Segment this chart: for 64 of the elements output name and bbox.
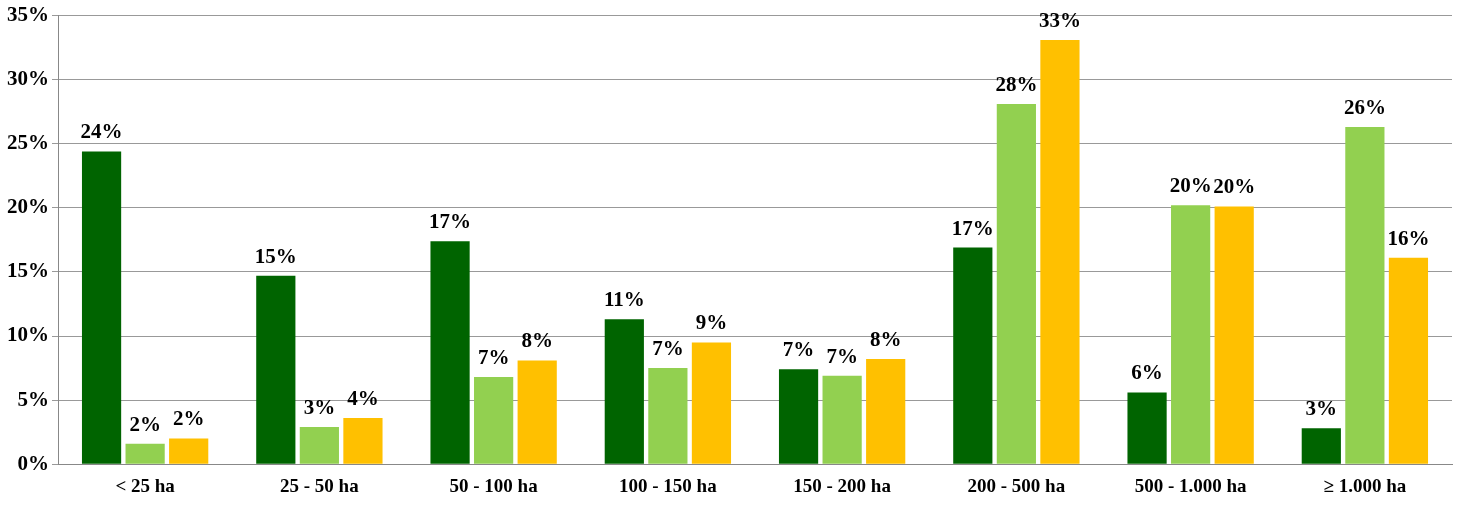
bar xyxy=(1301,428,1341,464)
x-tick-label: 500 - 1.000 ha xyxy=(1134,474,1248,496)
bar xyxy=(1127,392,1167,464)
bar xyxy=(996,104,1036,464)
bar xyxy=(648,368,688,464)
bar xyxy=(343,418,383,464)
data-label: 3% xyxy=(1305,396,1338,421)
data-label: 3% xyxy=(303,394,336,419)
bar xyxy=(430,241,470,464)
y-tick-label: 20% xyxy=(7,194,49,219)
bar xyxy=(1171,205,1211,464)
data-label: 15% xyxy=(254,243,297,268)
x-tick-label: < 25 ha xyxy=(115,474,176,496)
data-label: 11% xyxy=(603,287,645,312)
data-label: 7% xyxy=(782,337,815,362)
x-tick-label: 100 - 150 ha xyxy=(619,474,718,496)
data-label: 8% xyxy=(869,327,902,352)
bar xyxy=(299,427,339,464)
data-label: 7% xyxy=(826,343,858,368)
x-tick-label: 200 - 500 ha xyxy=(967,474,1066,496)
data-label: 2% xyxy=(172,406,205,431)
bar xyxy=(1388,257,1429,464)
y-tick-label: 15% xyxy=(7,258,49,283)
y-tick-label: 10% xyxy=(7,322,49,347)
y-tick-label: 5% xyxy=(17,386,49,411)
bar xyxy=(125,443,165,464)
y-tick-label: 30% xyxy=(7,66,49,91)
y-tick-label: 0% xyxy=(17,450,49,475)
bar xyxy=(1345,127,1385,464)
data-label: 26% xyxy=(1343,95,1386,120)
data-label: 4% xyxy=(347,385,379,410)
bar xyxy=(256,275,296,464)
bar xyxy=(604,319,644,464)
data-label: 33% xyxy=(1038,7,1081,32)
x-tick-label: 150 - 200 ha xyxy=(793,474,892,496)
data-label: 6% xyxy=(1131,360,1163,385)
data-label: 28% xyxy=(995,71,1038,96)
bar xyxy=(866,359,906,464)
data-label: 9% xyxy=(695,310,728,335)
y-tick-label: 35% xyxy=(7,2,49,27)
data-label: 2% xyxy=(129,411,161,436)
bar xyxy=(1040,39,1080,464)
bar xyxy=(1214,206,1254,464)
data-label: 8% xyxy=(521,328,553,353)
bar xyxy=(822,375,862,464)
x-tick-label: 25 - 50 ha xyxy=(280,474,360,496)
data-label: 16% xyxy=(1387,225,1430,250)
bar xyxy=(953,247,993,464)
data-label: 7% xyxy=(652,335,684,360)
data-label: 17% xyxy=(951,215,994,240)
data-label: 7% xyxy=(477,344,510,369)
bar xyxy=(778,369,819,464)
data-label: 20% xyxy=(1169,173,1212,198)
bar xyxy=(81,151,122,464)
bar xyxy=(691,342,732,464)
data-label: 17% xyxy=(429,209,472,234)
data-label: 20% xyxy=(1213,174,1256,199)
data-label: 24% xyxy=(80,119,123,144)
bar xyxy=(517,360,557,464)
y-tick-label: 25% xyxy=(7,130,49,155)
bar xyxy=(474,377,514,464)
x-tick-label: ≥ 1.000 ha xyxy=(1323,474,1407,496)
x-tick-label: 50 - 100 ha xyxy=(449,474,539,496)
bar xyxy=(169,438,209,464)
